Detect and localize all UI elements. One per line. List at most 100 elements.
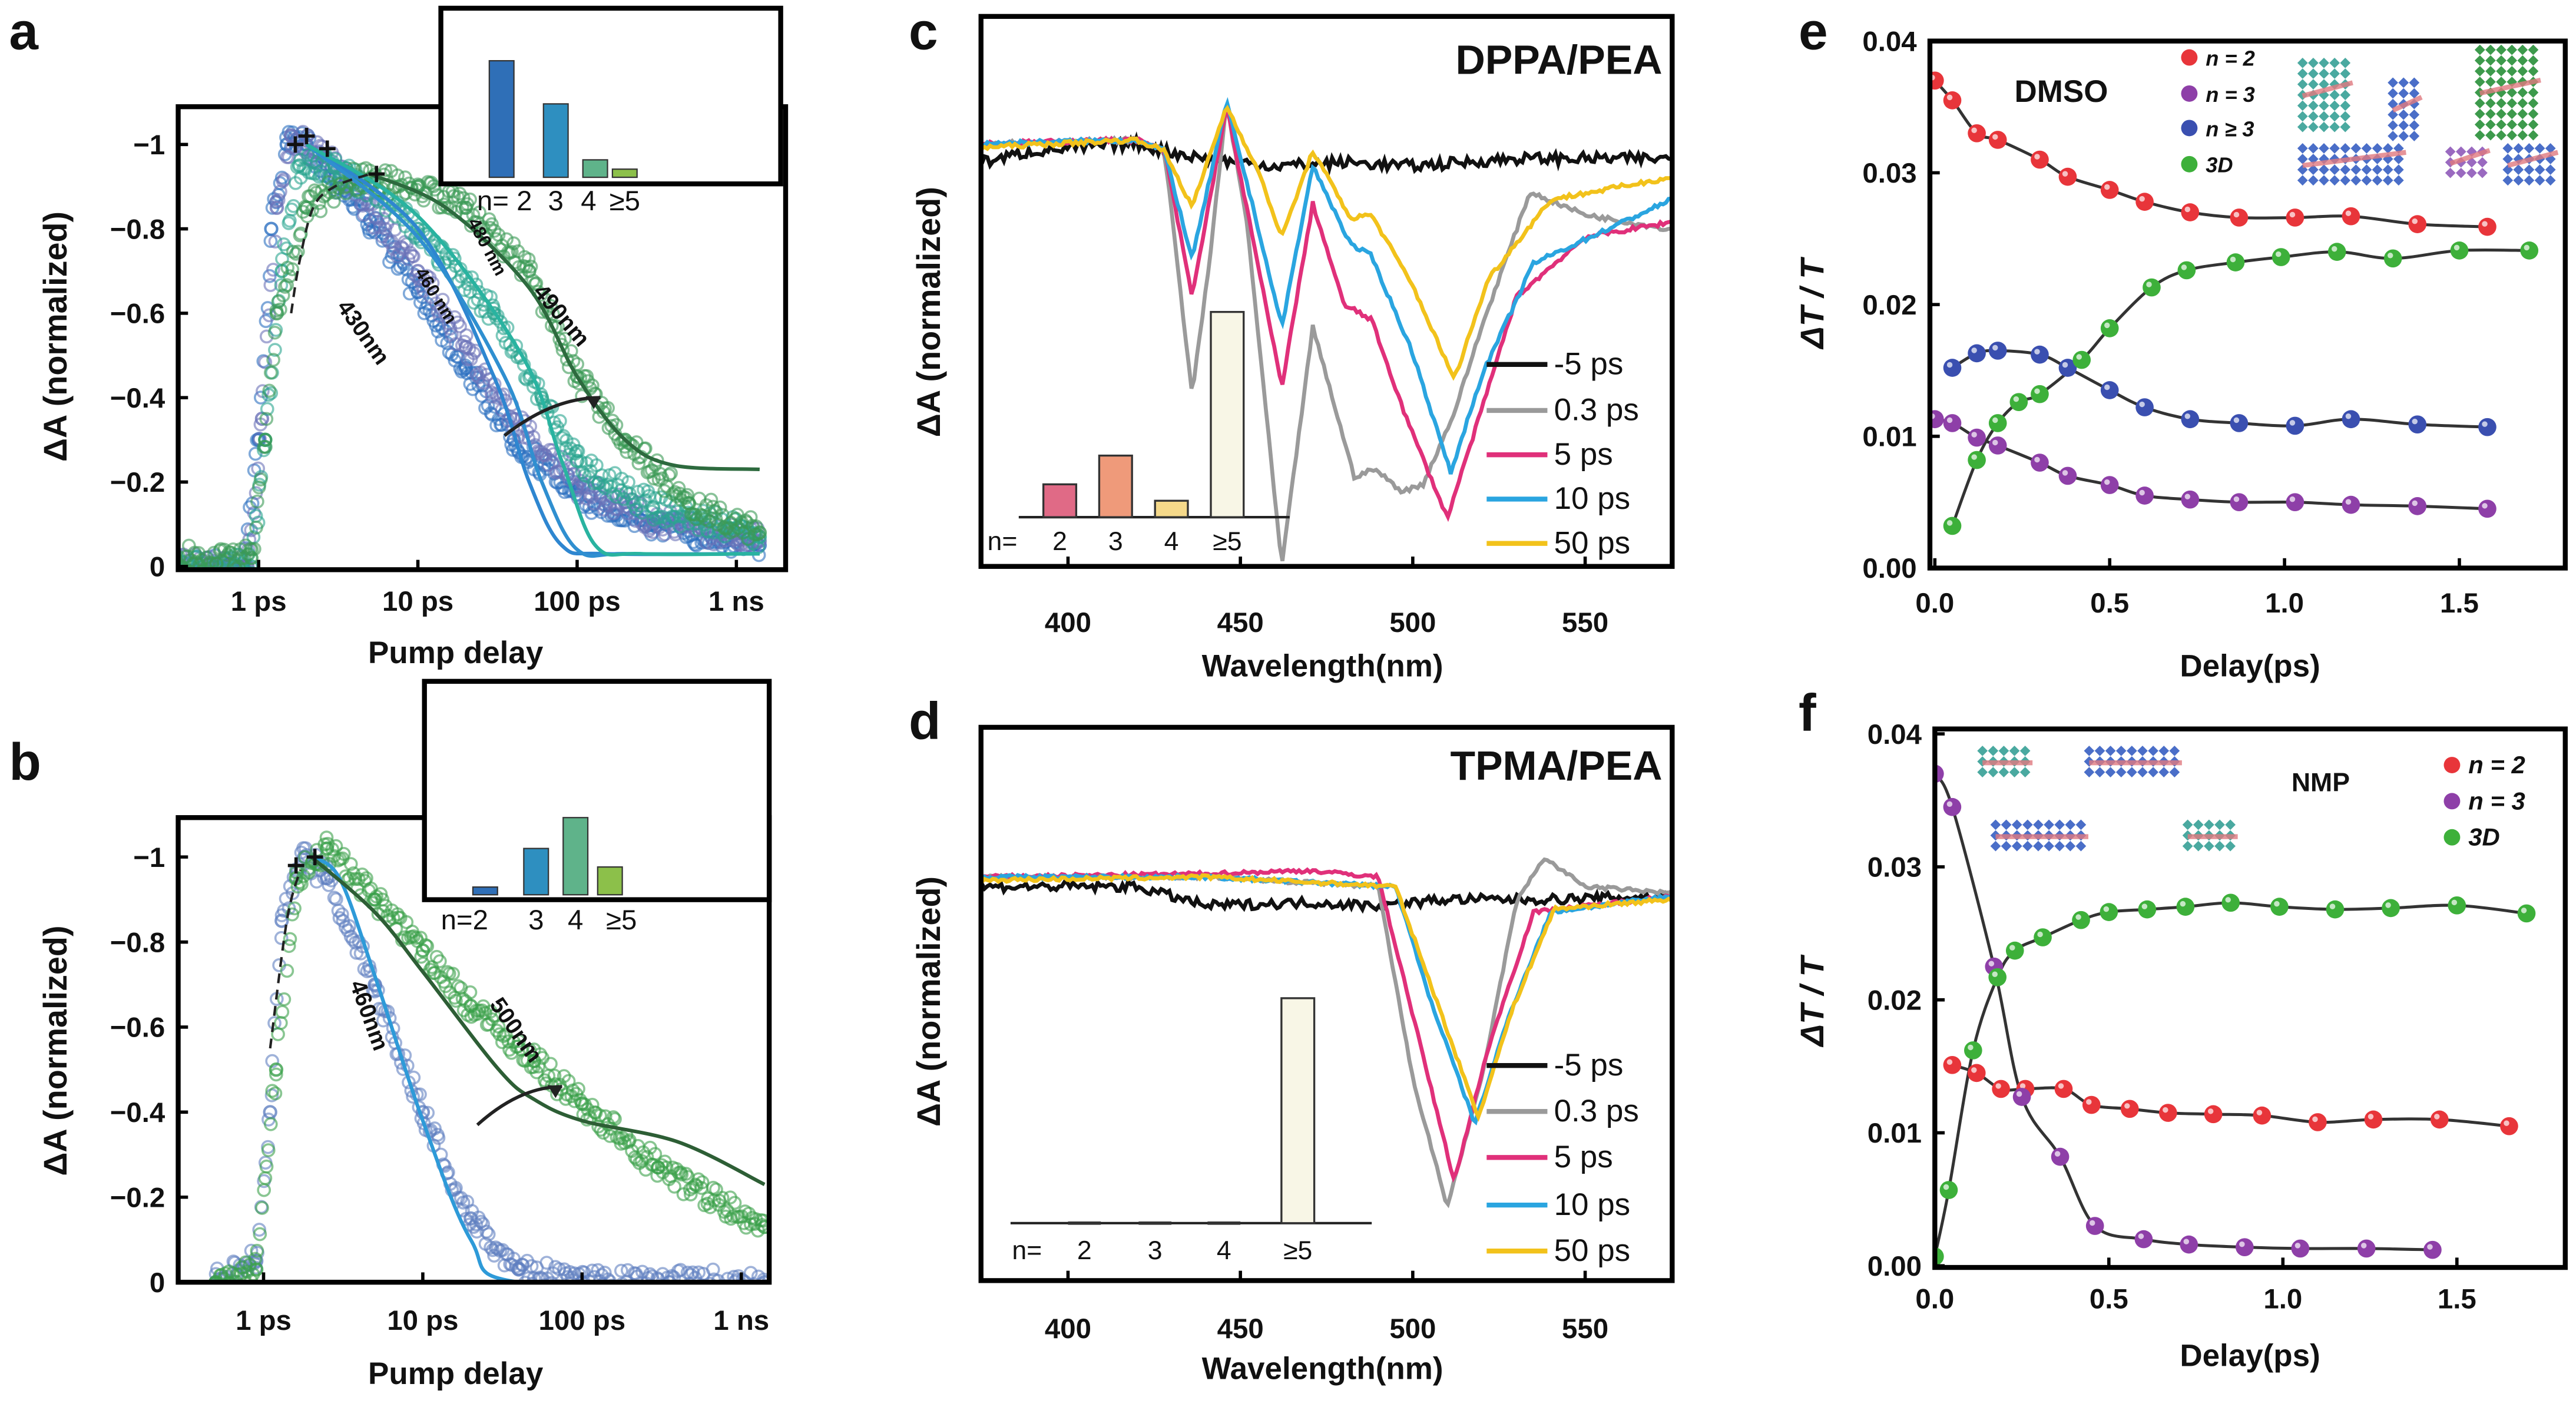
inset-bar (562, 817, 589, 896)
panel-label: d (909, 691, 941, 750)
lattice-unit (1998, 767, 2009, 778)
data-point (293, 226, 308, 241)
legend-label: 0.3 ps (1554, 1094, 1639, 1128)
point-highlight (2054, 1151, 2061, 1157)
lattice-unit (2329, 175, 2340, 186)
data-point (703, 1200, 717, 1214)
lattice-unit (2496, 108, 2507, 120)
data-point (2085, 1217, 2104, 1235)
inset-bar-label: n=2 (441, 905, 488, 936)
x-axis-label: Delay(ps) (2180, 1338, 2320, 1373)
lattice-unit (2169, 746, 2180, 756)
point-highlight (2454, 244, 2460, 251)
lattice-unit (2398, 109, 2409, 120)
y-axis-label: ΔA (normalized) (910, 187, 947, 437)
data-point (2291, 1239, 2310, 1258)
data-point (268, 234, 283, 249)
data-point (575, 1096, 590, 1111)
data-point (485, 1243, 500, 1257)
lattice-unit (2203, 819, 2214, 830)
data-point (259, 412, 274, 426)
lattice-unit (2474, 130, 2485, 141)
data-point (2478, 217, 2496, 236)
lattice-unit (2329, 58, 2340, 68)
data-point (757, 1272, 770, 1283)
lattice-illustration (2297, 44, 2559, 186)
transfer-arrow (2479, 77, 2541, 96)
lattice-unit (2019, 746, 2031, 756)
lattice-unit (2388, 120, 2398, 131)
data-point (1943, 517, 1962, 535)
lattice-unit (2388, 77, 2398, 88)
transfer-arrow (2449, 148, 2491, 166)
data-point (559, 433, 574, 448)
data-point (292, 158, 307, 173)
panel-label: c (909, 2, 938, 61)
data-point (343, 857, 358, 871)
point-highlight (2329, 903, 2336, 909)
point-highlight (1971, 1067, 1977, 1073)
data-point (587, 476, 601, 491)
data-point (201, 569, 206, 570)
data-point (544, 1276, 559, 1283)
point-highlight (2289, 496, 2296, 502)
data-point (2031, 453, 2049, 472)
arrow-head (585, 396, 601, 409)
data-point (618, 1289, 630, 1300)
data-point (325, 842, 340, 856)
data-point (218, 571, 230, 582)
data-point (2054, 1080, 2073, 1098)
data-point (291, 244, 305, 259)
lattice-unit (2329, 121, 2340, 133)
data-point (2342, 410, 2360, 429)
point-highlight (1943, 1184, 1949, 1190)
inset-bar-label: ≥5 (606, 905, 637, 936)
data-point (217, 1285, 229, 1297)
data-point (261, 1143, 276, 1157)
point-highlight (1992, 345, 1998, 351)
data-point (2005, 941, 2024, 960)
lattice-unit (2065, 840, 2076, 852)
data-point (263, 1105, 277, 1120)
legend-label: n = 3 (2206, 82, 2255, 107)
data-point (544, 1057, 558, 1071)
point-highlight (2139, 401, 2145, 408)
data-point (2235, 1238, 2254, 1256)
plot-area (981, 97, 1672, 562)
lattice-unit (2319, 68, 2329, 79)
x-tick-label: 500 (1389, 607, 1436, 638)
data-point (472, 205, 486, 220)
data-point (2272, 248, 2290, 266)
data-point (752, 525, 767, 540)
lattice-unit (2474, 44, 2485, 55)
data-point (2226, 253, 2245, 272)
data-point (1943, 91, 1962, 110)
data-point (268, 1086, 283, 1101)
data-point (746, 1282, 749, 1283)
lattice-unit (2350, 143, 2362, 154)
point-highlight (2058, 1083, 2064, 1089)
data-point (2230, 414, 2249, 432)
lattice-unit (2545, 143, 2556, 154)
data-point (415, 943, 431, 958)
data-point (2430, 1110, 2449, 1129)
lattice-unit (2534, 143, 2545, 154)
data-point (286, 244, 300, 259)
data-point (326, 194, 341, 209)
lattice-unit (2393, 164, 2404, 175)
data-point (260, 402, 274, 416)
inset-bar-label: 3 (1148, 1236, 1163, 1265)
lattice-unit (2044, 840, 2054, 852)
lattice-unit (2388, 131, 2398, 141)
data-point (1939, 1181, 1958, 1199)
point-highlight (2009, 945, 2015, 951)
x-tick-label: 0.5 (2090, 588, 2129, 619)
data-point (2204, 1105, 2223, 1124)
x-tick-label: 400 (1045, 607, 1091, 638)
data-point (2058, 167, 2077, 186)
inset-bar (1042, 483, 1078, 518)
point-highlight (2275, 251, 2282, 257)
lattice-unit (2361, 175, 2372, 186)
lattice-unit (2455, 167, 2466, 178)
data-point (618, 432, 633, 447)
